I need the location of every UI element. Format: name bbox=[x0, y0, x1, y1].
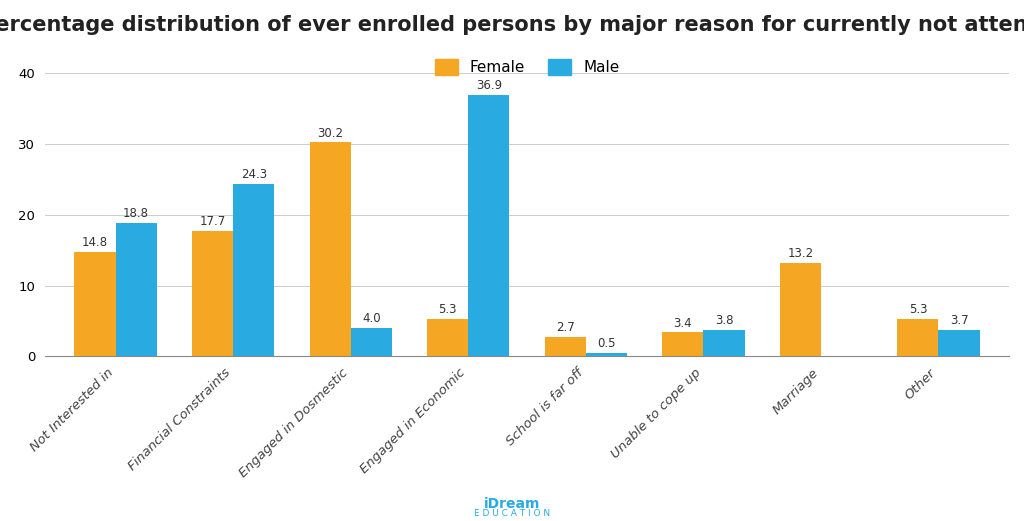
Bar bbox=[468, 95, 509, 356]
Text: 14.8: 14.8 bbox=[82, 235, 109, 249]
Text: 18.8: 18.8 bbox=[123, 207, 150, 220]
Bar bbox=[191, 231, 233, 356]
Legend: Female, Male: Female, Male bbox=[427, 52, 627, 83]
Bar bbox=[427, 319, 468, 356]
Bar bbox=[233, 184, 274, 356]
Bar bbox=[75, 252, 116, 356]
Bar bbox=[586, 353, 627, 356]
Bar bbox=[938, 330, 980, 356]
Bar bbox=[309, 142, 350, 356]
Text: 30.2: 30.2 bbox=[317, 127, 343, 140]
Bar bbox=[703, 330, 744, 356]
Bar bbox=[350, 328, 392, 356]
Text: 0.5: 0.5 bbox=[597, 337, 615, 350]
Text: E D U C A T I O N: E D U C A T I O N bbox=[474, 510, 550, 518]
Bar bbox=[116, 223, 157, 356]
Text: 13.2: 13.2 bbox=[787, 247, 813, 260]
Bar bbox=[779, 263, 821, 356]
Text: iDream: iDream bbox=[483, 497, 541, 511]
Bar bbox=[663, 332, 703, 356]
Text: 17.7: 17.7 bbox=[200, 215, 225, 228]
Text: 2.7: 2.7 bbox=[556, 321, 574, 334]
Bar bbox=[897, 319, 938, 356]
Text: 3.7: 3.7 bbox=[949, 314, 969, 327]
Bar bbox=[545, 337, 586, 356]
Text: 3.4: 3.4 bbox=[674, 317, 692, 330]
Text: 36.9: 36.9 bbox=[476, 79, 502, 92]
Text: 3.8: 3.8 bbox=[715, 314, 733, 327]
Text: 4.0: 4.0 bbox=[361, 312, 381, 325]
Text: 5.3: 5.3 bbox=[438, 303, 457, 316]
Text: 24.3: 24.3 bbox=[241, 168, 267, 181]
Text: 5.3: 5.3 bbox=[908, 303, 927, 316]
Title: Percentage distribution of ever enrolled persons by major reason for currently n: Percentage distribution of ever enrolled… bbox=[0, 15, 1024, 35]
